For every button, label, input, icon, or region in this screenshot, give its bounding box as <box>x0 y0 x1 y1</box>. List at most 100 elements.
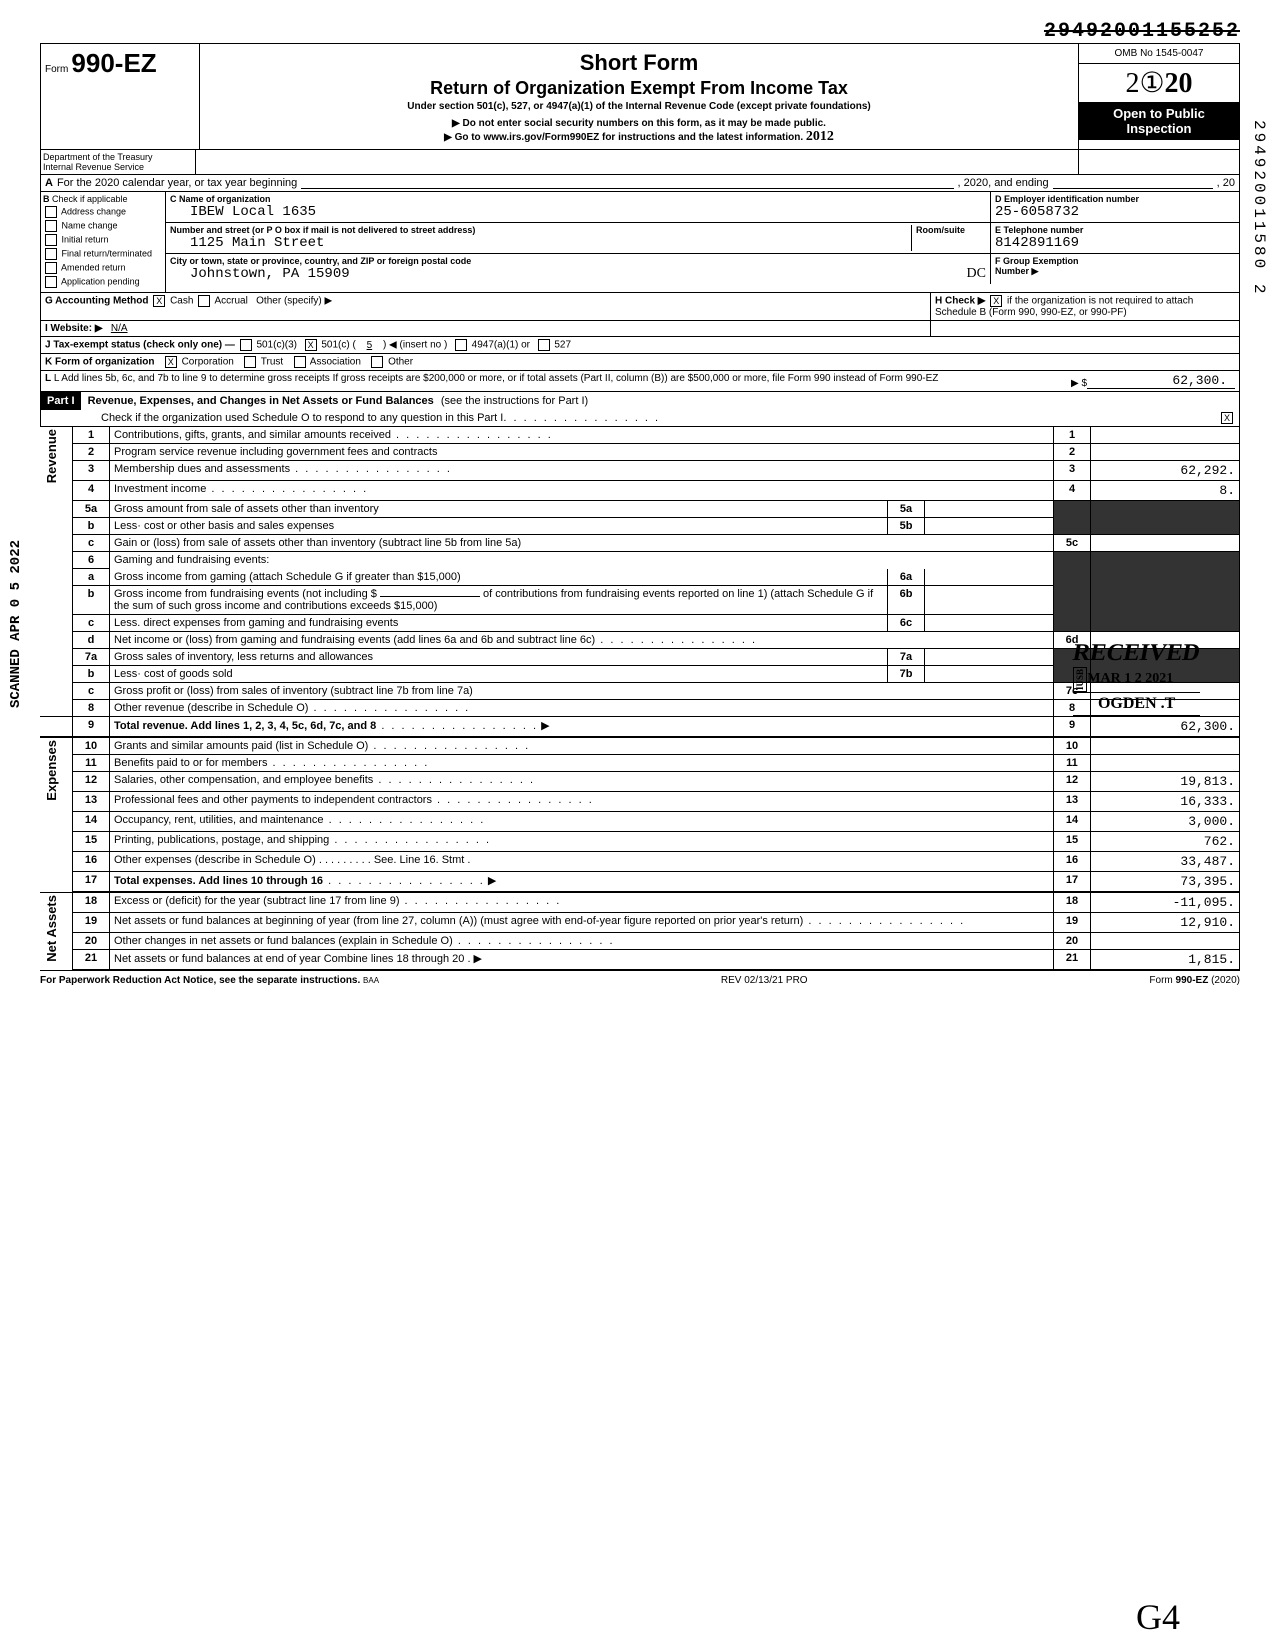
cash-checkbox[interactable]: X <box>153 295 165 307</box>
line-15-num: 15 <box>73 832 110 852</box>
line-7b-mid: 7b <box>888 666 925 683</box>
paperwork-notice: For Paperwork Reduction Act Notice, see … <box>40 975 360 986</box>
line-13-num: 13 <box>73 792 110 812</box>
line-1-num: 1 <box>73 427 110 444</box>
line-5c-num: c <box>73 535 110 552</box>
city-label: City or town, state or province, country… <box>170 256 986 266</box>
trust-checkbox[interactable] <box>244 356 256 368</box>
amended-checkbox[interactable] <box>45 262 57 274</box>
line-6c-desc: Less. direct expenses from gaming and fu… <box>114 617 398 629</box>
line-7c-num: c <box>73 683 110 700</box>
open-to-public: Open to Public <box>1081 106 1237 121</box>
name-change-checkbox[interactable] <box>45 220 57 232</box>
other-org-label: Other <box>388 357 413 368</box>
line-18-rnum: 18 <box>1054 892 1091 913</box>
line-15-desc: Printing, publications, postage, and shi… <box>114 834 329 846</box>
assoc-checkbox[interactable] <box>294 356 306 368</box>
527-checkbox[interactable] <box>538 339 550 351</box>
initials: DC <box>967 266 986 282</box>
schedule-o-checkbox[interactable]: X <box>1221 412 1233 424</box>
line-6c-num: c <box>73 615 110 632</box>
line-12-desc: Salaries, other compensation, and employ… <box>114 774 373 786</box>
line-5b-num: b <box>73 518 110 535</box>
handwritten-year: 2012 <box>806 129 834 144</box>
accrual-checkbox[interactable] <box>198 295 210 307</box>
return-title: Return of Organization Exempt From Incom… <box>204 78 1074 99</box>
expenses-side-label: Expenses <box>44 740 59 801</box>
line-4-num: 4 <box>73 481 110 501</box>
c-name-label: C Name of organization <box>170 194 986 204</box>
baa-label: BAA <box>363 976 379 985</box>
other-org-checkbox[interactable] <box>371 356 383 368</box>
line-6b-desc-mid: of contributions <box>483 588 558 600</box>
line-12-rnum: 12 <box>1054 772 1091 792</box>
ein-value: 25-6058732 <box>995 204 1235 220</box>
line-3-rnum: 3 <box>1054 461 1091 481</box>
line-11-desc: Benefits paid to or for members <box>114 757 267 769</box>
final-return-label: Final return/terminated <box>62 248 153 258</box>
part1-title: Revenue, Expenses, and Changes in Net As… <box>84 393 438 409</box>
line-18-num: 18 <box>73 892 110 913</box>
e-phone-label: E Telephone number <box>995 225 1235 235</box>
l-arrow: ▶ $ <box>1027 378 1087 389</box>
line-14-desc: Occupancy, rent, utilities, and maintena… <box>114 814 324 826</box>
line-13-amount: 16,333. <box>1091 792 1240 812</box>
line-17-num: 17 <box>73 872 110 893</box>
line-10-rnum: 10 <box>1054 737 1091 755</box>
line-3-amount: 62,292. <box>1091 461 1240 481</box>
h-checkbox[interactable]: X <box>990 295 1002 307</box>
line-21-amount: 1,815. <box>1091 950 1240 971</box>
cash-label: Cash <box>170 296 193 307</box>
line-6b-num: b <box>73 586 110 615</box>
4947-checkbox[interactable] <box>455 339 467 351</box>
rev-label: REV 02/13/21 PRO <box>721 975 808 986</box>
check-if-applicable: Check if applicable <box>52 194 128 204</box>
j-label: J Tax-exempt status (check only one) — <box>45 340 235 351</box>
line-7c-desc: Gross profit or (loss) from sales of inv… <box>114 685 473 697</box>
line-2-amount <box>1091 444 1240 461</box>
a-text2: , 2020, and ending <box>958 177 1049 189</box>
line-18-desc: Excess or (deficit) for the year (subtra… <box>114 895 400 907</box>
line-1-desc: Contributions, gifts, grants, and simila… <box>114 429 391 441</box>
g-label: G Accounting Method <box>45 296 149 307</box>
line-10-desc: Grants and similar amounts paid (list in… <box>114 740 368 752</box>
line-16-amount: 33,487. <box>1091 852 1240 872</box>
final-return-checkbox[interactable] <box>45 248 57 260</box>
i-label: I Website: ▶ <box>45 323 103 334</box>
501c3-checkbox[interactable] <box>240 339 252 351</box>
a-text3: , 20 <box>1217 177 1235 189</box>
l-amount: 62,300. <box>1087 373 1235 389</box>
form-number: 990-EZ <box>71 48 156 78</box>
year-prefix: 2① <box>1125 68 1164 99</box>
line-4-desc: Investment income <box>114 483 206 495</box>
website-value: N/A <box>111 323 128 334</box>
pending-checkbox[interactable] <box>45 276 57 288</box>
line-21-rnum: 21 <box>1054 950 1091 971</box>
received-text: RECEIVED <box>1071 640 1202 667</box>
line-3-num: 3 <box>73 461 110 481</box>
line-5a-num: 5a <box>73 501 110 518</box>
amended-label: Amended return <box>61 262 126 272</box>
line-7a-num: 7a <box>73 649 110 666</box>
main-info-block: B Check if applicable Address change Nam… <box>40 192 1240 293</box>
corp-label: Corporation <box>182 357 234 368</box>
address-change-label: Address change <box>61 206 126 216</box>
inspection: Inspection <box>1081 121 1237 136</box>
address-change-checkbox[interactable] <box>45 206 57 218</box>
line-6d-desc: Net income or (loss) from gaming and fun… <box>114 634 595 646</box>
line-10-num: 10 <box>73 737 110 755</box>
omb-number: OMB No 1545-0047 <box>1079 44 1239 64</box>
501c-checkbox[interactable]: X <box>305 339 317 351</box>
struck-number: 29492001155252 <box>40 20 1240 43</box>
initial-return-checkbox[interactable] <box>45 234 57 246</box>
subtitle: Under section 501(c), 527, or 4947(a)(1)… <box>204 101 1074 112</box>
line-7b-desc: Less· cost of goods sold <box>114 668 233 680</box>
street-label: Number and street (or P O box if mail is… <box>170 225 911 235</box>
tax-year: 2①20 <box>1079 64 1239 102</box>
line-6c-mid: 6c <box>888 615 925 632</box>
line-20-num: 20 <box>73 933 110 950</box>
501c3-label: 501(c)(3) <box>256 340 297 351</box>
received-date: MAR 1 2 2021 <box>1087 671 1173 688</box>
corp-checkbox[interactable]: X <box>165 356 177 368</box>
line-7b-num: b <box>73 666 110 683</box>
